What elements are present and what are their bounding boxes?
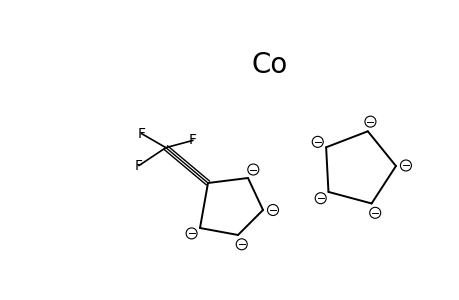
Text: F: F	[189, 134, 196, 147]
Text: F: F	[137, 127, 146, 141]
Text: Co: Co	[252, 51, 287, 79]
Text: F: F	[134, 159, 142, 172]
